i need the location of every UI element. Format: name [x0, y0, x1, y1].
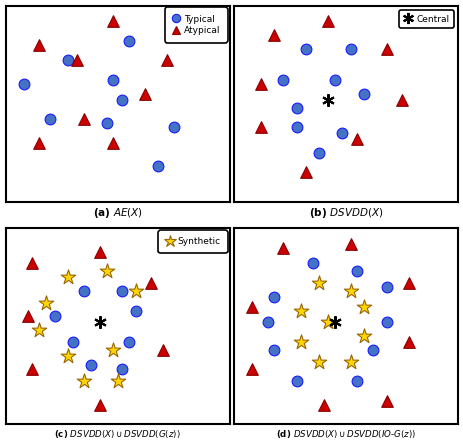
Point [315, 280, 322, 287]
Point [346, 240, 354, 248]
Point [270, 346, 278, 353]
Point [382, 45, 389, 52]
Point [248, 303, 255, 310]
Point [338, 129, 345, 136]
Point [315, 358, 322, 365]
Point [257, 80, 264, 87]
Point [29, 260, 36, 267]
Point [147, 280, 155, 287]
Point [315, 149, 322, 156]
Point [131, 307, 139, 314]
Point [382, 283, 389, 290]
Point [64, 57, 72, 64]
Point [353, 378, 360, 385]
Point [118, 96, 125, 103]
Point [346, 287, 354, 294]
Point [154, 163, 162, 170]
Point [109, 139, 117, 146]
Point [118, 287, 125, 294]
Point [109, 77, 117, 84]
Point [293, 378, 300, 385]
Point [248, 366, 255, 373]
Point [331, 77, 338, 84]
Point [382, 397, 389, 405]
Point [36, 326, 43, 334]
Point [42, 299, 50, 306]
Point [346, 358, 354, 365]
Point [36, 41, 43, 48]
Point [405, 280, 412, 287]
Point [360, 332, 367, 339]
Point [324, 319, 332, 326]
X-axis label: (b) $\mathit{DSVDD}(X)$: (b) $\mathit{DSVDD}(X)$ [308, 206, 382, 220]
Point [24, 313, 31, 320]
Legend: Synthetic: Synthetic [160, 233, 225, 251]
Point [279, 244, 287, 252]
Point [114, 378, 121, 385]
Point [20, 80, 27, 87]
Point [118, 366, 125, 373]
Point [109, 18, 117, 25]
Point [353, 268, 360, 275]
Point [170, 124, 177, 131]
Point [64, 352, 72, 359]
Point [80, 116, 88, 123]
Point [103, 120, 110, 127]
Point [131, 287, 139, 294]
Point [308, 260, 316, 267]
Point [360, 303, 367, 310]
Point [125, 37, 132, 45]
Point [293, 104, 300, 111]
Legend: Central: Central [398, 10, 453, 28]
Point [96, 248, 103, 255]
Point [293, 124, 300, 131]
X-axis label: (d) $\mathit{DSVDD}(X) \cup \mathit{DSVDD}(IO\text{-}G(z))$: (d) $\mathit{DSVDD}(X) \cup \mathit{DSVD… [275, 429, 415, 441]
Point [297, 339, 305, 346]
Point [36, 139, 43, 146]
Point [158, 346, 166, 353]
Point [47, 116, 54, 123]
Point [74, 57, 81, 64]
Point [297, 307, 305, 314]
Point [141, 90, 148, 97]
Point [87, 362, 94, 369]
X-axis label: (c) $\mathit{DSVDD}(X) \cup \mathit{DSVDD}(G(z))$: (c) $\mathit{DSVDD}(X) \cup \mathit{DSVD… [54, 429, 181, 441]
Point [382, 319, 389, 326]
Point [369, 346, 376, 353]
Legend: Typical, Atypical: Typical, Atypical [167, 10, 225, 40]
Point [64, 274, 72, 281]
Point [270, 31, 278, 38]
Point [324, 18, 332, 25]
Point [360, 90, 367, 97]
Point [301, 169, 309, 176]
Point [346, 45, 354, 52]
Point [319, 401, 327, 408]
Point [29, 366, 36, 373]
X-axis label: (a) $\mathit{AE}(X)$: (a) $\mathit{AE}(X)$ [93, 206, 143, 220]
Point [270, 293, 278, 300]
Point [301, 45, 309, 52]
Point [279, 77, 287, 84]
Point [263, 319, 271, 326]
Point [69, 339, 76, 346]
Point [405, 339, 412, 346]
Point [353, 135, 360, 142]
Point [51, 313, 58, 320]
Point [103, 268, 110, 275]
Point [109, 346, 117, 353]
Point [80, 378, 88, 385]
Point [398, 96, 405, 103]
Point [96, 401, 103, 408]
Point [257, 124, 264, 131]
Point [125, 339, 132, 346]
Point [80, 287, 88, 294]
Point [163, 57, 170, 64]
